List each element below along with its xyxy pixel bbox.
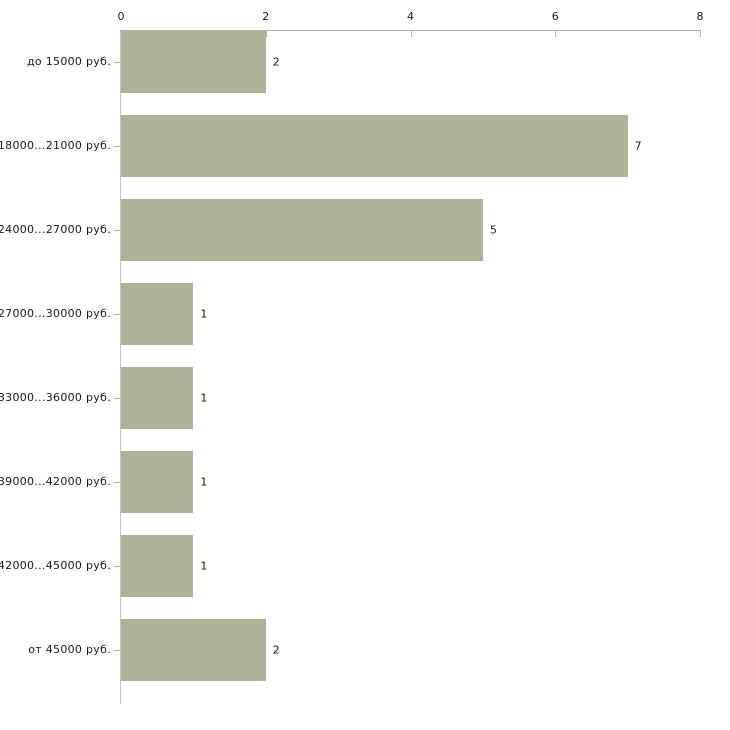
bar-value-label: 2 [272,643,280,657]
x-tick-label: 4 [407,10,414,23]
x-tick-mark [700,31,701,37]
y-category-label: 27000...30000 руб. [0,307,111,320]
y-category-label: 18000...21000 руб. [0,139,111,152]
bar [121,115,628,177]
bar-value-label: 7 [634,139,642,153]
y-tick-mark [114,398,120,399]
x-tick-label: 2 [262,10,270,23]
bar [121,619,266,681]
x-tick-label: 6 [551,10,559,23]
bar-value-label: 1 [200,307,208,321]
bar [121,31,266,93]
x-axis-line [121,30,701,31]
y-category-label: 24000...27000 руб. [0,223,111,236]
y-tick-mark [114,62,120,63]
bar-value-label: 1 [200,391,208,405]
y-category-label: 33000...36000 руб. [0,391,111,404]
bar-value-label: 5 [489,223,497,237]
bar [121,367,194,429]
y-category-label: от 45000 руб. [28,643,111,656]
y-tick-mark [114,230,120,231]
y-tick-mark [114,314,120,315]
y-category-label: 42000...45000 руб. [0,559,111,572]
bar [121,451,194,513]
bar [121,199,483,261]
y-tick-mark [114,566,120,567]
bar-value-label: 1 [200,475,208,489]
x-tick-mark [410,31,412,37]
x-tick-label: 0 [117,10,125,23]
y-tick-mark [114,146,120,147]
x-tick-label: 8 [696,10,704,23]
x-tick-mark [265,31,267,37]
y-tick-mark [114,650,120,651]
bar-value-label: 2 [272,55,280,69]
y-tick-mark [114,482,120,483]
bar-value-label: 1 [200,559,208,573]
y-category-label: до 15000 руб. [27,55,111,68]
bar [121,283,194,345]
y-axis-line [120,30,121,704]
x-tick-mark [555,31,557,37]
y-category-label: 39000...42000 руб. [0,475,111,488]
bar [121,535,194,597]
